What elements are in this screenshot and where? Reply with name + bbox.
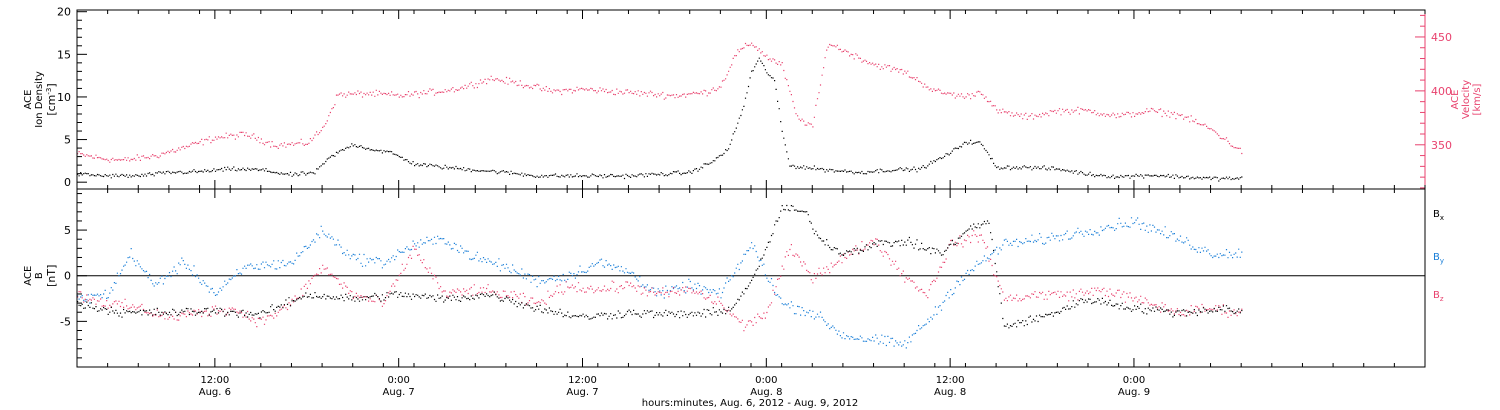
bottom-panel-frame bbox=[76, 188, 1426, 368]
top-x-ticks bbox=[76, 10, 1426, 189]
legend-name: B bbox=[1433, 209, 1440, 220]
density-tick-label: 15 bbox=[57, 48, 71, 61]
legend-entry-x: Bx bbox=[1433, 209, 1444, 222]
density-axis-label: ACEIon Density[cm-3] bbox=[23, 71, 58, 128]
density-axis-label-line: ACE bbox=[23, 90, 34, 110]
velocity-axis-label-line: [km/s] bbox=[1472, 83, 1483, 115]
velocity-axis-label: ACEVelocity[km/s] bbox=[1450, 80, 1483, 119]
x-tick-date: Aug. 8 bbox=[934, 387, 966, 398]
density-tick-label: 0 bbox=[64, 176, 71, 189]
velocity-marks bbox=[77, 42, 1243, 163]
legend-name: B bbox=[1433, 290, 1440, 301]
x-tick-label: 0:00 bbox=[387, 375, 409, 386]
density-marks bbox=[77, 57, 1243, 182]
b-axis-label-line: [nT] bbox=[45, 265, 58, 287]
velocity-axis-label-line: ACE bbox=[1450, 90, 1461, 110]
b-tick-label: 5 bbox=[64, 224, 71, 237]
x-tick-label: 0:00 bbox=[755, 375, 777, 386]
legend-entry-y: By bbox=[1433, 252, 1444, 265]
b-axis-label-line: ACE bbox=[23, 266, 34, 286]
by-points bbox=[77, 217, 1243, 349]
legend-sub: x bbox=[1440, 214, 1444, 222]
x-tick-date: Aug. 8 bbox=[750, 387, 782, 398]
by-marks bbox=[77, 217, 1243, 349]
density-axis-label-line: Ion Density bbox=[34, 71, 45, 128]
bottom-x-ticks bbox=[76, 189, 1426, 367]
legend-entry-z: Bz bbox=[1433, 290, 1444, 303]
velocity-tick-label: 350 bbox=[1431, 139, 1452, 152]
x-tick-label: 0:00 bbox=[1123, 375, 1145, 386]
density-axis-label-close: ] bbox=[45, 83, 58, 87]
x-tick-date: Aug. 9 bbox=[1118, 387, 1150, 398]
x-axis-label: hours:minutes, Aug. 6, 2012 - Aug. 9, 20… bbox=[642, 398, 858, 409]
x-tick-date: Aug. 7 bbox=[566, 387, 598, 398]
density-points bbox=[77, 57, 1243, 182]
bz-points bbox=[77, 230, 1243, 332]
density-tick-label: 10 bbox=[57, 91, 71, 104]
legend-sub: z bbox=[1440, 295, 1444, 303]
velocity-points bbox=[77, 42, 1243, 163]
b-tick-label: 0 bbox=[64, 270, 71, 283]
velocity-axis-label-line: Velocity bbox=[1461, 80, 1472, 119]
density-axis-label-sup: -3 bbox=[45, 88, 53, 95]
top-panel-frame bbox=[76, 9, 1426, 190]
x-tick-label: 12:00 bbox=[200, 375, 229, 386]
b-axis-label-line: B bbox=[34, 272, 45, 279]
bx-points bbox=[77, 204, 1243, 329]
bz-marks bbox=[77, 230, 1243, 332]
density-tick-label: 20 bbox=[57, 6, 71, 19]
x-tick-label: 12:00 bbox=[936, 375, 965, 386]
bx-marks bbox=[77, 204, 1243, 329]
density-tick-label: 5 bbox=[64, 134, 71, 147]
b-axis-label: ACEB[nT] bbox=[23, 265, 58, 287]
x-tick-date: Aug. 7 bbox=[383, 387, 415, 398]
x-tick-date: Aug. 6 bbox=[199, 387, 231, 398]
x-tick-label: 12:00 bbox=[568, 375, 597, 386]
legend-sub: y bbox=[1440, 257, 1444, 265]
legend-name: B bbox=[1433, 252, 1440, 263]
density-axis-label-line: [cm bbox=[45, 95, 58, 116]
b-tick-label: -5 bbox=[60, 315, 71, 328]
velocity-tick-label: 450 bbox=[1431, 31, 1452, 44]
velocity-tick-label: 400 bbox=[1431, 85, 1452, 98]
